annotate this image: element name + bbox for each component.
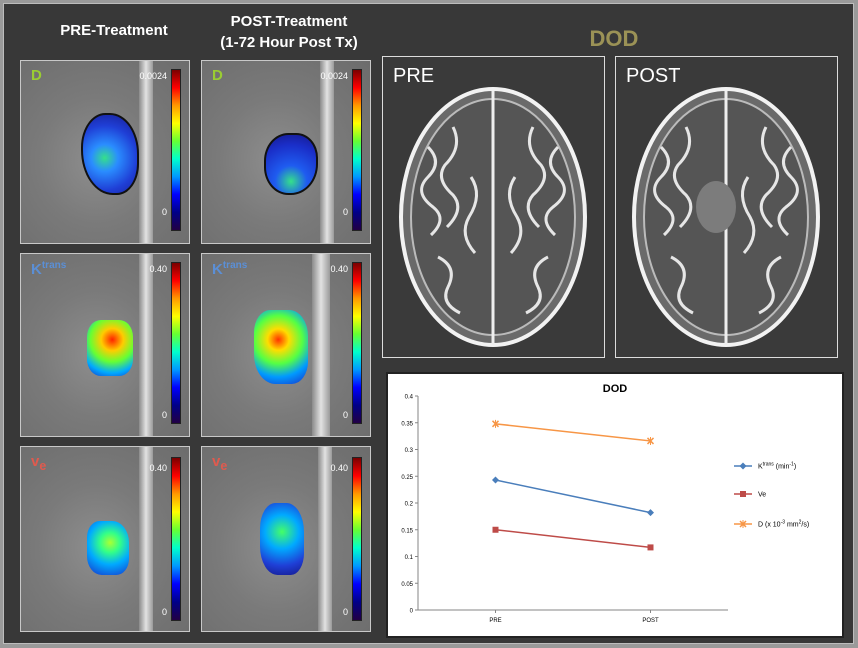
x-tick-label: PRE (489, 618, 501, 624)
spinal-cord-shape (312, 254, 330, 436)
colorbar-max: 0.0024 (320, 71, 348, 81)
colorbar-max: 0.40 (149, 264, 167, 274)
spinal-cord-shape (139, 447, 153, 631)
data-point (492, 526, 499, 533)
colorbar-max: 0.0024 (139, 71, 167, 81)
lesion-map (81, 113, 139, 195)
data-point (739, 520, 747, 528)
y-tick-label: 0.35 (401, 421, 413, 427)
y-tick-label: 0.25 (401, 475, 413, 481)
colorbar-min: 0 (342, 607, 348, 617)
colorbar (171, 262, 181, 424)
colorbar-min: 0 (342, 207, 348, 217)
y-tick-label: 0 (410, 609, 414, 615)
data-point (740, 491, 746, 497)
colorbar (352, 69, 362, 231)
legend-label: Ktrans (min-1) (758, 462, 796, 471)
data-point (647, 509, 654, 517)
brain-image-post: POST (615, 56, 838, 358)
map-panel-ktrans-pre: 0.40 0 Ktrans (20, 253, 190, 437)
brain-axial-shape (632, 87, 820, 347)
map-label: D (212, 67, 223, 84)
series-line (495, 529, 651, 549)
y-axis: 0 0.05 0.1 0.15 0.2 0.25 0.3 0.35 0.4 (401, 395, 419, 615)
data-point (491, 419, 500, 428)
spinal-cord-shape (318, 447, 332, 631)
map-panel-ve-post: 0.40 0 ve (201, 446, 371, 632)
map-panel-ve-pre: 0.40 0 ve (20, 446, 190, 632)
y-tick-label: 0.2 (405, 502, 414, 508)
colorbar (171, 457, 181, 621)
x-tick-label: POST (642, 618, 659, 624)
chart-title: DOD (603, 383, 628, 395)
lesion-map (87, 320, 133, 376)
y-tick-label: 0.05 (401, 582, 413, 588)
colorbar-max: 0.40 (149, 463, 167, 473)
data-point (492, 476, 499, 484)
series-line (495, 479, 651, 514)
data-point (646, 436, 655, 445)
colorbar (171, 69, 181, 231)
colorbar (352, 262, 362, 424)
lesion-map (87, 521, 129, 575)
data-point (647, 544, 654, 551)
y-tick-label: 0.4 (405, 395, 414, 401)
post-treatment-header: POST-Treatment (1-72 Hour Post Tx) (194, 11, 384, 53)
chart-canvas: DOD 0 0.05 0.1 0.15 0.2 0.25 0.3 0.35 0.4 PRE POS… (401, 383, 809, 624)
colorbar (352, 457, 362, 621)
series-line (495, 423, 651, 442)
figure-frame: PRE-Treatment POST-Treatment (1-72 Hour … (3, 3, 854, 644)
post-treatment-subtitle: (1-72 Hour Post Tx) (220, 34, 358, 51)
spinal-cord-shape (139, 61, 153, 243)
map-label: ve (31, 453, 47, 473)
legend-label: D (x 10-3 mm2/s) (758, 520, 809, 529)
spinal-cord-shape (320, 61, 334, 243)
map-panel-d-post: 0.0024 0 D (201, 60, 371, 244)
y-tick-label: 0.3 (405, 448, 414, 454)
post-treatment-title: POST-Treatment (230, 13, 348, 30)
lesion-map (260, 503, 304, 575)
dod-chart: DOD 0 0.05 0.1 0.15 0.2 0.25 0.3 0.35 0.4 PRE POS… (386, 372, 844, 638)
brain-label-pre: PRE (393, 65, 435, 87)
pre-treatment-header: PRE-Treatment (60, 22, 168, 39)
brain-image-pre: PRE (382, 56, 605, 358)
map-panel-d-pre: 0.0024 0 D (20, 60, 190, 244)
plot-area (491, 419, 655, 551)
map-label: Ktrans (212, 260, 248, 278)
y-tick-label: 0.15 (401, 528, 413, 534)
legend-label: Ve (758, 492, 766, 499)
colorbar-max: 0.40 (330, 264, 348, 274)
spinal-cord-shape (139, 254, 153, 436)
map-label: ve (212, 453, 228, 473)
brain-axial-shape (399, 87, 587, 347)
dod-title: DOD (589, 26, 639, 51)
brain-label-post: POST (626, 65, 681, 87)
colorbar-max: 0.40 (330, 463, 348, 473)
x-axis: PRE POST (418, 609, 728, 624)
lesion-map (264, 133, 318, 195)
map-panel-ktrans-post: 0.40 0 Ktrans (201, 253, 371, 437)
y-tick-label: 0.1 (405, 555, 414, 561)
map-label: Ktrans (31, 260, 67, 278)
colorbar-min: 0 (161, 410, 167, 420)
colorbar-min: 0 (161, 607, 167, 617)
data-point (739, 462, 747, 470)
chart-legend: Ktrans (min-1) Ve D (x 10-3 mm2/s) (734, 462, 809, 529)
lesion-map (254, 310, 308, 384)
colorbar-min: 0 (161, 207, 167, 217)
colorbar-min: 0 (342, 410, 348, 420)
map-label: D (31, 67, 42, 84)
